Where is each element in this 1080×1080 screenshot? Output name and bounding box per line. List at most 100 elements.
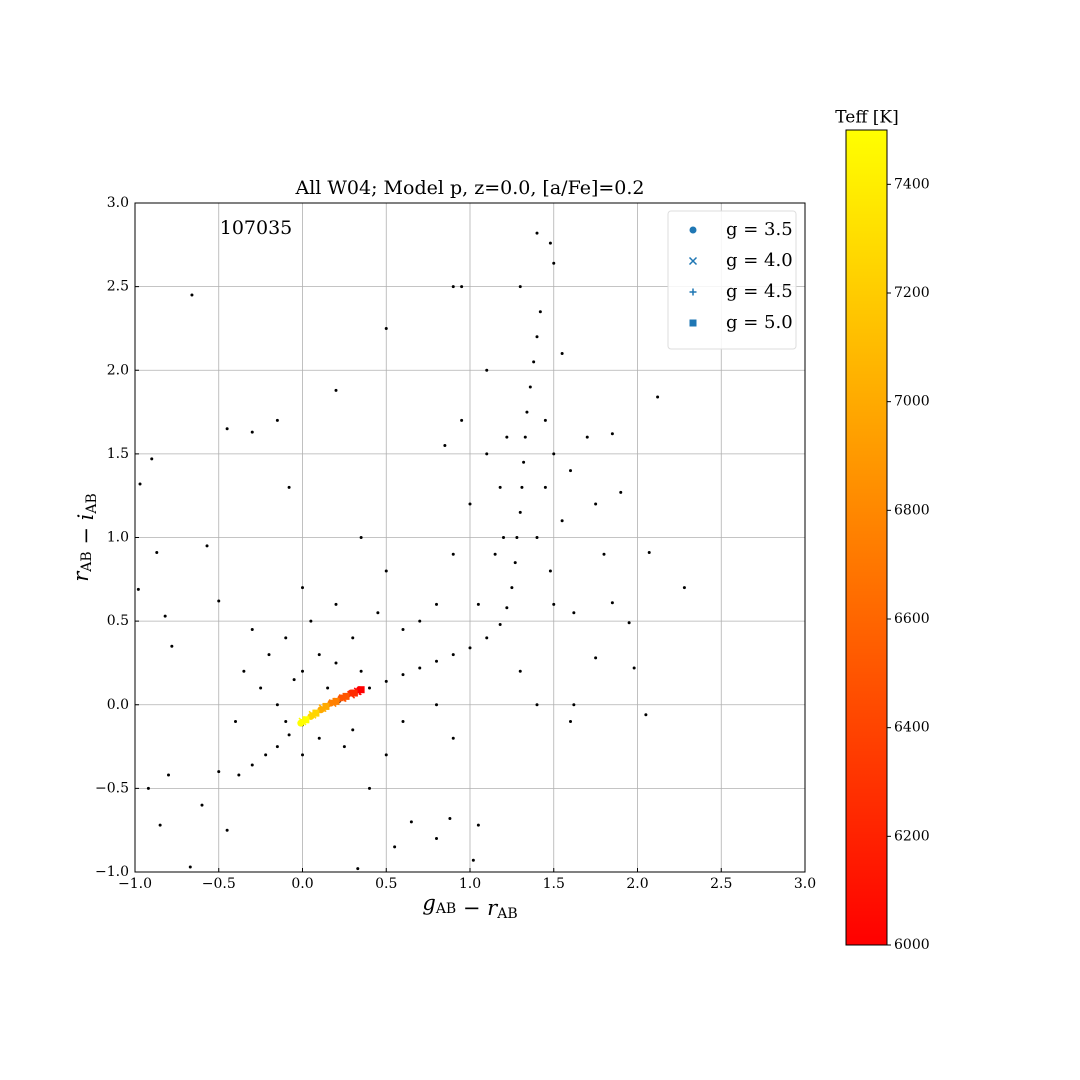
star-point — [435, 659, 438, 663]
star-point — [572, 703, 576, 707]
x-tick-label: 2.5 — [710, 876, 732, 892]
star-point — [569, 719, 572, 723]
y-tick-label: 3.0 — [107, 195, 129, 211]
legend-marker — [688, 256, 698, 266]
star-point — [163, 614, 167, 618]
x-tick-label: 0.0 — [291, 876, 313, 892]
star-point — [552, 602, 556, 606]
colorbar-tick-label: 7400 — [894, 176, 930, 192]
legend-box — [667, 210, 797, 350]
star-point — [451, 285, 455, 289]
star-point — [610, 432, 614, 436]
star-point — [409, 820, 413, 824]
colorbar-tick-label: 7200 — [894, 285, 930, 301]
axis-label: rAB − iAB — [69, 493, 101, 582]
model-point — [332, 697, 340, 705]
colorbar-label: Teff [K] — [835, 108, 899, 128]
star-point — [384, 753, 388, 757]
y-tick-label: 1.0 — [107, 530, 129, 546]
star-point — [602, 552, 606, 556]
star-point — [351, 636, 355, 640]
legend: g = 3.5 g = 4.0 g = 4.5 g = 5.0 — [667, 210, 797, 350]
annotation: 107035 — [220, 217, 293, 239]
star-point — [170, 644, 174, 648]
model-point — [350, 689, 358, 697]
star-point — [505, 435, 509, 439]
star-point — [543, 485, 547, 489]
x-tick-label: −0.5 — [202, 876, 236, 892]
legend-label: g = 4.0 — [726, 250, 793, 271]
star-point — [334, 602, 338, 606]
star-point — [535, 536, 539, 539]
star-point — [543, 418, 547, 422]
star-point — [451, 736, 455, 740]
star-point — [552, 261, 556, 265]
star-point — [368, 686, 371, 690]
label-sub: AB — [435, 901, 456, 917]
legend-label: g = 4.5 — [726, 281, 793, 302]
colorbar-tick-label: 6000 — [894, 937, 930, 953]
legend-marker — [689, 319, 697, 327]
star-point — [572, 611, 576, 615]
star-point — [234, 719, 237, 723]
label-sub: AB — [79, 551, 95, 572]
x-tick-label: 1.5 — [543, 876, 565, 892]
colorbar-tick-label: 7000 — [894, 394, 930, 410]
star-point — [523, 435, 527, 439]
model-point — [357, 686, 365, 694]
star-point — [250, 430, 254, 434]
star-point — [585, 435, 589, 439]
star-point — [359, 536, 363, 539]
star-point — [505, 606, 509, 610]
star-point — [656, 395, 660, 399]
x-tick-label: 2.0 — [626, 876, 648, 892]
star-point — [368, 786, 371, 790]
legend-marker — [689, 288, 697, 296]
star-point — [610, 601, 614, 605]
star-point — [476, 823, 480, 827]
star-point — [532, 360, 536, 364]
star-point — [155, 551, 159, 555]
star-point — [136, 587, 140, 591]
star-point — [535, 231, 539, 235]
star-point — [485, 452, 489, 456]
star-point — [451, 552, 455, 556]
star-point — [250, 627, 254, 631]
star-point — [418, 619, 422, 623]
star-point — [292, 678, 296, 682]
colorbar-tick-label: 6400 — [894, 720, 930, 736]
star-point — [401, 627, 405, 631]
star-point — [138, 482, 142, 486]
star-point — [317, 653, 321, 657]
star-point — [493, 552, 497, 556]
star-point — [393, 845, 397, 849]
star-point — [334, 388, 338, 392]
star-point — [435, 703, 438, 707]
y-tick-label: 2.5 — [107, 279, 129, 295]
star-point — [498, 622, 502, 626]
star-point — [435, 837, 438, 841]
star-point — [301, 586, 304, 590]
label-part: − i — [74, 514, 98, 552]
legend-label: g = 3.5 — [726, 219, 793, 240]
star-point — [376, 611, 380, 615]
colorbar-tick-label: 6600 — [894, 611, 930, 627]
model-point — [312, 709, 320, 717]
star-point — [518, 669, 522, 673]
star-point — [644, 713, 648, 717]
star-point — [188, 865, 192, 869]
star-point — [267, 653, 271, 657]
star-point — [528, 385, 532, 389]
star-point — [146, 786, 150, 790]
star-point — [485, 368, 489, 372]
star-point — [502, 536, 505, 539]
star-point — [351, 728, 355, 732]
star-point — [167, 773, 170, 777]
star-point — [275, 745, 279, 749]
star-point — [460, 285, 464, 289]
star-point — [513, 561, 517, 565]
star-point — [264, 753, 268, 757]
star-point — [275, 418, 279, 422]
star-point — [498, 485, 502, 489]
